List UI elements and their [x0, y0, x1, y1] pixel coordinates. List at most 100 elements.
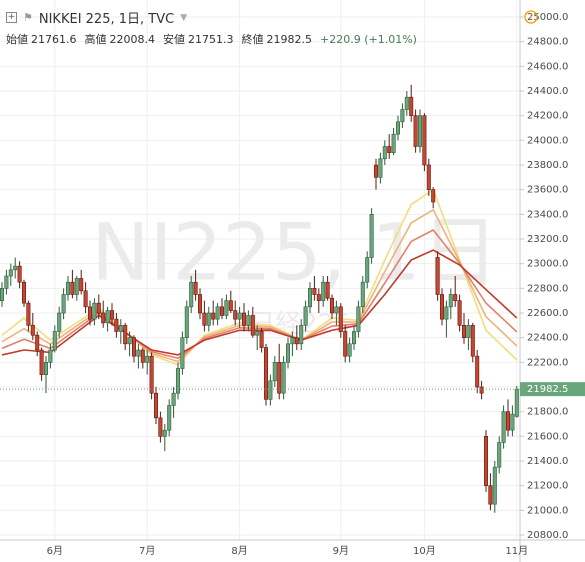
- flag-icon[interactable]: ⚑: [23, 11, 33, 24]
- candle-body: [127, 337, 132, 345]
- y-tick-label: 23000.0: [527, 259, 568, 270]
- candle-body: [347, 343, 352, 357]
- watermark: NI225, 1日: [91, 208, 498, 298]
- candle-body: [92, 302, 97, 320]
- x-tick-label: 9月: [333, 545, 349, 557]
- alert-icon[interactable]: [524, 10, 538, 24]
- y-tick-label: 23400.0: [527, 209, 568, 220]
- candle-body: [338, 306, 343, 332]
- candle-body: [233, 310, 238, 320]
- candle-body: [290, 337, 295, 345]
- y-tick-label: 22600.0: [527, 308, 568, 319]
- x-tick-label: 10月: [413, 545, 436, 557]
- candle-body: [211, 312, 216, 320]
- candle-body: [35, 334, 40, 351]
- candle-body: [66, 281, 71, 295]
- candle-body: [83, 290, 88, 308]
- candle-body: [57, 312, 62, 332]
- y-tick-label: 20800.0: [527, 530, 568, 541]
- y-tick-label: 23600.0: [527, 185, 568, 196]
- y-tick-label: 24800.0: [527, 37, 568, 48]
- candle-body: [171, 392, 176, 406]
- candle-body: [101, 312, 106, 324]
- candle-body: [184, 306, 189, 338]
- last-price-label: 21982.5: [527, 384, 568, 395]
- candle-body: [382, 146, 387, 160]
- candle-body: [79, 278, 84, 292]
- candle-body: [21, 281, 26, 304]
- y-tick-label: 25000.0: [527, 12, 568, 23]
- candle-body: [497, 442, 502, 468]
- candle-body: [52, 331, 57, 351]
- symbol-title: NIKKEI 225, 1日, TVC: [38, 12, 175, 27]
- candle-body: [316, 294, 321, 301]
- candle-body: [272, 362, 277, 382]
- y-tick-label: 22400.0: [527, 333, 568, 344]
- candle-body: [220, 306, 225, 316]
- alert-icon-mark: !: [529, 13, 533, 23]
- candle-body: [136, 349, 141, 357]
- y-tick-label: 24000.0: [527, 135, 568, 146]
- candle-body: [444, 306, 449, 320]
- candle-body: [259, 331, 264, 348]
- candle-body: [154, 392, 159, 419]
- candle-body: [492, 466, 497, 505]
- x-tick-label: 6月: [47, 545, 63, 557]
- axes: 20800.0 21000.0 21200.0 21400.0 21600.0 21800…: [47, 12, 585, 557]
- candle-body: [123, 325, 128, 345]
- candle-body: [26, 302, 31, 326]
- candle-body: [373, 164, 378, 178]
- candle-body: [255, 331, 260, 336]
- candle-body: [4, 275, 9, 289]
- candle-body: [198, 294, 203, 314]
- x-tick-label: 11月: [505, 545, 528, 557]
- candle-body: [475, 355, 480, 388]
- y-tick-label: 24600.0: [527, 61, 568, 72]
- candle-body: [228, 300, 233, 311]
- candle-body: [356, 306, 361, 332]
- candle-body: [299, 325, 304, 345]
- candle-body: [448, 294, 453, 308]
- candle-body: [110, 310, 115, 320]
- ohlc-label: 安値: [163, 33, 185, 46]
- candle-body: [470, 325, 475, 357]
- candle-body: [457, 300, 462, 326]
- ohlc-value: 21761.6: [31, 33, 77, 46]
- candle-body: [343, 331, 348, 357]
- candle-body: [114, 318, 119, 332]
- candle-body: [250, 315, 255, 336]
- candle-body: [176, 368, 181, 394]
- candle-body: [426, 164, 431, 190]
- y-tick-label: 21000.0: [527, 505, 568, 516]
- y-tick-label: 21600.0: [527, 431, 568, 442]
- candle-body: [237, 312, 242, 320]
- candle-body: [132, 337, 137, 357]
- candle-body: [453, 294, 458, 301]
- collapse-button[interactable]: +: [6, 12, 17, 23]
- y-tick-label: 21800.0: [527, 407, 568, 418]
- candle-body: [307, 288, 312, 308]
- candle-body: [395, 121, 400, 135]
- candle-body: [193, 281, 198, 295]
- candle-body: [466, 325, 471, 338]
- candle-body: [409, 96, 414, 116]
- ohlc-label: 高値: [84, 33, 107, 46]
- dropdown-arrow[interactable]: ▼: [180, 12, 188, 23]
- candle-body: [479, 386, 484, 394]
- candle-body: [158, 417, 163, 437]
- plot: [0, 84, 520, 513]
- candle-body: [39, 349, 44, 375]
- candle-body: [413, 115, 418, 147]
- candle-body: [61, 294, 66, 314]
- candle-body: [461, 325, 466, 338]
- ohlc-value: 21982.5: [266, 33, 313, 46]
- y-tick-label: 23200.0: [527, 234, 568, 245]
- ohlc-label: 始値: [6, 33, 28, 46]
- candle-body: [325, 281, 330, 299]
- candle-body: [149, 355, 154, 394]
- candle-body: [88, 306, 93, 320]
- candle-body: [162, 429, 167, 437]
- candle-body: [329, 297, 334, 314]
